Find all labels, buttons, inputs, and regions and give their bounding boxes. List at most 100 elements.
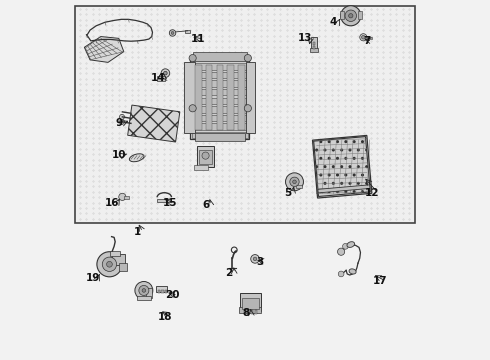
Bar — [311, 37, 317, 50]
Bar — [161, 290, 164, 293]
Circle shape — [139, 285, 149, 296]
Circle shape — [290, 177, 299, 186]
Bar — [192, 72, 247, 78]
Circle shape — [253, 257, 257, 261]
Circle shape — [120, 120, 124, 125]
Text: 4: 4 — [329, 17, 337, 27]
Bar — [244, 310, 246, 314]
Bar — [146, 288, 152, 298]
Bar — [74, 6, 416, 223]
Bar — [157, 199, 171, 202]
Text: 7: 7 — [363, 36, 370, 46]
Bar — [238, 65, 245, 130]
Circle shape — [120, 114, 124, 120]
Circle shape — [142, 289, 146, 292]
Bar — [239, 307, 262, 313]
Circle shape — [135, 282, 153, 300]
Bar — [247, 310, 249, 314]
Bar — [193, 52, 247, 61]
Text: 20: 20 — [165, 291, 180, 301]
Circle shape — [171, 32, 174, 35]
Bar — [366, 37, 372, 40]
Bar — [192, 132, 247, 138]
Bar — [113, 254, 125, 265]
Circle shape — [189, 105, 196, 112]
Circle shape — [338, 271, 344, 277]
Bar — [192, 115, 247, 121]
Text: 19: 19 — [85, 273, 100, 283]
Bar — [192, 123, 247, 130]
Text: 14: 14 — [151, 73, 166, 83]
Bar — [158, 290, 160, 293]
Bar — [313, 135, 372, 198]
Circle shape — [245, 54, 251, 62]
Bar — [165, 290, 167, 293]
Text: 12: 12 — [365, 188, 380, 198]
Circle shape — [107, 261, 112, 267]
Bar — [246, 62, 255, 134]
Circle shape — [345, 10, 357, 22]
Circle shape — [245, 105, 251, 112]
Bar — [192, 106, 247, 113]
Circle shape — [170, 30, 176, 36]
Bar — [310, 48, 318, 52]
Bar — [190, 56, 249, 139]
Bar — [195, 65, 201, 130]
Text: 10: 10 — [112, 150, 126, 160]
Text: 13: 13 — [298, 33, 313, 43]
Bar — [192, 98, 247, 104]
Bar — [227, 65, 234, 130]
Circle shape — [341, 6, 361, 26]
Bar — [313, 46, 315, 49]
Bar — [120, 263, 126, 271]
Circle shape — [286, 173, 303, 191]
Bar — [314, 136, 370, 197]
Ellipse shape — [347, 242, 355, 247]
Bar — [199, 149, 212, 164]
Bar — [192, 63, 247, 69]
Circle shape — [164, 71, 167, 75]
Text: 1: 1 — [134, 227, 141, 237]
Bar — [157, 76, 165, 81]
Circle shape — [338, 248, 344, 255]
Bar — [197, 146, 214, 167]
Circle shape — [102, 257, 117, 271]
Bar — [255, 310, 257, 314]
Bar — [156, 286, 167, 292]
Circle shape — [362, 36, 365, 39]
Ellipse shape — [349, 269, 356, 274]
Bar — [242, 298, 259, 309]
Bar — [358, 12, 362, 19]
Bar — [194, 165, 208, 170]
Circle shape — [161, 69, 170, 77]
Bar — [313, 42, 315, 45]
Circle shape — [251, 255, 259, 263]
Circle shape — [202, 152, 209, 159]
Bar — [195, 134, 245, 140]
Bar — [295, 185, 302, 188]
Text: 5: 5 — [284, 188, 291, 198]
Bar — [206, 65, 212, 130]
Text: 2: 2 — [225, 268, 232, 278]
Circle shape — [189, 54, 196, 62]
Bar — [184, 62, 195, 134]
Text: 17: 17 — [373, 276, 388, 286]
Circle shape — [360, 34, 367, 41]
Polygon shape — [84, 37, 124, 62]
Bar — [128, 105, 180, 142]
Bar — [192, 80, 247, 87]
Circle shape — [119, 193, 126, 201]
Bar — [192, 89, 247, 95]
Circle shape — [293, 180, 296, 184]
Text: 15: 15 — [163, 198, 177, 208]
Bar — [240, 293, 261, 311]
Text: 18: 18 — [158, 312, 172, 322]
Text: 9: 9 — [115, 118, 122, 128]
Circle shape — [349, 14, 353, 18]
Circle shape — [97, 252, 122, 277]
Bar — [318, 185, 370, 193]
Ellipse shape — [129, 154, 144, 162]
Bar — [124, 196, 129, 199]
Circle shape — [343, 243, 348, 249]
Bar — [110, 251, 120, 256]
